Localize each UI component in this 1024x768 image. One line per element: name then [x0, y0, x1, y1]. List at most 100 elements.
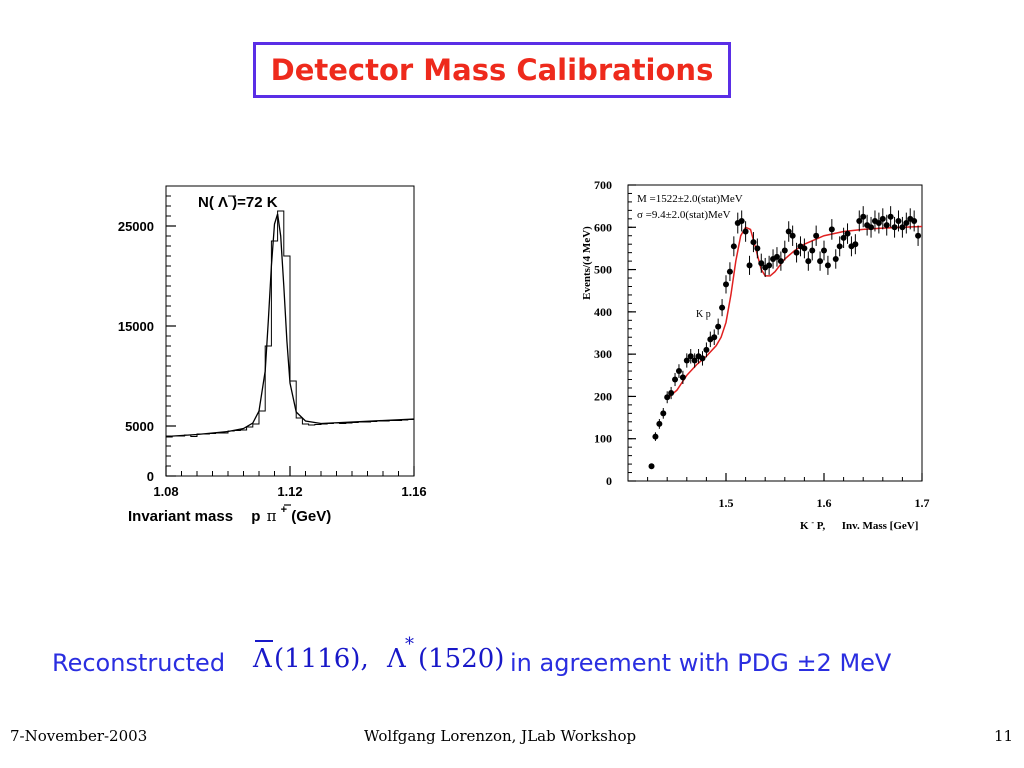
lambda1520-x-tick-label: 1.6 — [817, 496, 832, 510]
lambda1520-x-tick-label: 1.5 — [719, 496, 734, 510]
lambda1520-x-tick-label: 1.7 — [915, 496, 930, 510]
caption-lambda-symbol: Λ — [253, 644, 272, 674]
lambda1520-data-point — [742, 228, 749, 235]
lambda-x-label-lead: Invariant mass — [128, 508, 233, 525]
footer-date: 7-November-2003 — [10, 727, 148, 745]
lambda1520-y-tick-label: 300 — [594, 347, 612, 361]
lambda1520-data-point — [836, 243, 843, 250]
lambda1520-data-point — [832, 256, 839, 262]
lambda1520-data-point — [660, 410, 667, 417]
lambda1520-data-point — [868, 224, 875, 231]
lambda1520-data-point — [789, 232, 796, 239]
lambda1520-data-point — [683, 357, 690, 364]
lambda1520-data-point — [781, 247, 788, 254]
lambda-x-tick-label: 1.16 — [401, 484, 426, 499]
lambda1520-data-point — [879, 215, 886, 222]
lambda1520-mass-annotation: M =1522±2.0(stat)MeV — [637, 193, 743, 205]
lambda1520-x-label-rest: P, Inv. Mass [GeV] — [817, 520, 919, 532]
lambda1520-data-point — [809, 247, 816, 254]
lambda1520-data-point — [840, 234, 847, 241]
lambda1520-data-point — [773, 253, 780, 260]
lambda1520-data-point — [723, 281, 729, 288]
lambda1520-y-tick-label: 400 — [594, 305, 612, 319]
lambda-y-tick-label: 25000 — [118, 219, 154, 234]
lambda1520-data-point — [668, 390, 675, 397]
lambda1520-chart-axes: 1.5 1.6 1.7 0 100 200 300 400 500 600 700 — [594, 178, 930, 510]
lambda-y-tick-label: 0 — [147, 469, 154, 484]
lambda-count-annotation: N( Λ )=72 K — [198, 194, 278, 211]
lambda1520-data-point — [903, 220, 910, 227]
lambda1520-data-point — [824, 262, 831, 269]
lambda1520-data-point — [766, 262, 773, 269]
lambda-x-tick-label: 1.12 — [277, 484, 302, 499]
lambda1520-data-point — [664, 394, 671, 401]
caption-lstar-sup: * — [405, 634, 414, 655]
lambda1520-data-point — [730, 243, 737, 250]
lambda1520-data-point — [860, 213, 867, 220]
lambda1520-data-point — [891, 224, 898, 231]
lambda1520-y-tick-label: 200 — [594, 389, 612, 403]
caption-lambda-mass: (1116), — [274, 644, 369, 674]
lambda1520-data-point — [711, 334, 718, 341]
lambda1520-data-point — [719, 304, 726, 311]
lambda1520-y-tick-label: 100 — [594, 432, 612, 446]
caption-lstar-symbol: Λ — [387, 644, 406, 674]
lambda1520-y-tick-label: 600 — [594, 220, 612, 234]
lambda1520-curve-label: K p — [696, 309, 711, 320]
lambda-x-label-pi-sup: + — [281, 504, 287, 516]
lambda1520-data-point — [672, 376, 679, 383]
lambda1520-chart-marks — [648, 206, 923, 470]
lambda1520-data-point — [699, 355, 706, 362]
lambda1520-y-tick-label: 700 — [594, 178, 612, 192]
lambda1520-data-point — [703, 346, 710, 353]
lambda1520-data-point — [656, 420, 663, 427]
caption-suffix: in agreement with PDG ±2 MeV — [510, 649, 892, 677]
lambda1520-x-label-k-sup: - — [811, 518, 814, 527]
lambda1520-data-point — [785, 228, 792, 235]
lambda1520-data-point — [648, 463, 655, 470]
lambda1520-data-point — [828, 226, 835, 233]
lambda1520-data-point — [844, 230, 851, 237]
lambda1520-data-point — [754, 245, 761, 252]
lambda1520-data-point — [777, 258, 784, 265]
lambda-x-axis-label: Invariant mass p π + (GeV) — [128, 500, 331, 525]
lambda1520-data-point — [805, 258, 812, 265]
lambda1520-data-point — [875, 220, 882, 227]
lambda1520-data-point — [887, 213, 894, 220]
lambda1520-data-point — [801, 245, 808, 252]
lambda1520-data-point — [793, 249, 800, 256]
lambda-y-tick-label: 5000 — [125, 419, 154, 434]
slide-title: Detector Mass Calibrations — [270, 53, 714, 87]
lambda1520-data-point — [895, 217, 902, 224]
lambda1520-data-point — [817, 258, 824, 265]
lambda-chart-axes: 1.08 1.12 1.16 0 5000 15000 25000 — [118, 185, 427, 499]
lambda-x-label-unit: (GeV) — [291, 508, 331, 525]
lambda1520-data-point — [679, 374, 686, 381]
lambda1520-data-point — [821, 247, 827, 254]
lambda1520-data-point — [691, 357, 698, 364]
lambda1520-data-point — [758, 260, 765, 267]
lambda1520-data-point — [652, 433, 659, 440]
lambda1520-data-point — [746, 262, 753, 269]
lambda1520-data-point — [899, 224, 906, 231]
lambda1520-x-axis-label: K - P, Inv. Mass [GeV] — [800, 516, 918, 532]
lambda-bar — [255, 640, 273, 642]
lambda1520-data-point — [883, 222, 890, 229]
lambda1520-y-tick-label: 500 — [594, 263, 612, 277]
caption-lstar-mass: (1520) — [418, 644, 505, 674]
footer-center: Wolfgang Lorenzon, JLab Workshop — [364, 727, 637, 745]
lambda-y-tick-label: 15000 — [118, 319, 154, 334]
lambda1520-data-point — [715, 323, 722, 330]
lambda1520-plot-frame — [627, 184, 923, 482]
lambda1520-width-annotation: σ =9.4±2.0(stat)MeV — [637, 209, 731, 221]
lambda-x-tick-label: 1.08 — [153, 484, 178, 499]
lambda-fit-curve — [165, 213, 415, 438]
lambda1520-data-point — [750, 239, 757, 246]
caption-prefix: Reconstructed — [52, 649, 226, 677]
lambda-x-label-pi: π — [267, 507, 277, 525]
lambda1520-data-point — [813, 232, 820, 239]
footer-page-number: 11 — [994, 727, 1014, 745]
lambda1520-data-point — [675, 368, 682, 375]
